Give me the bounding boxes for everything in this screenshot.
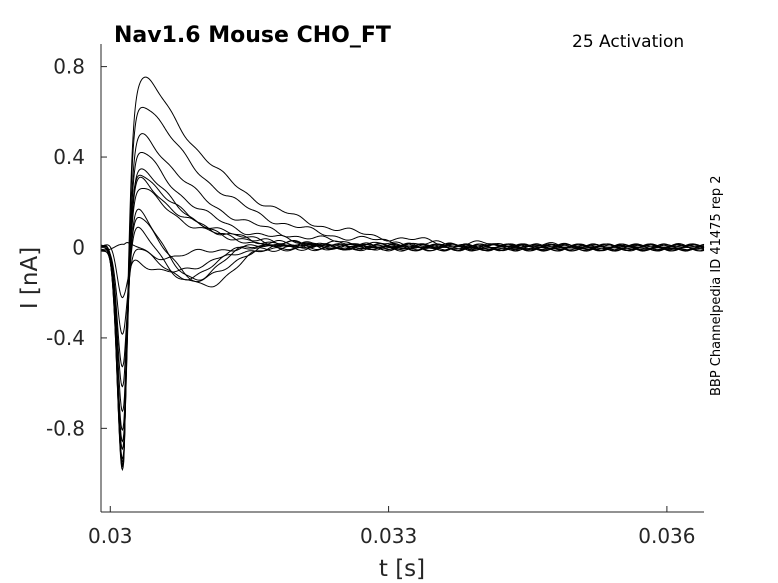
current-trace (100, 106, 705, 469)
y-tick-label: 0 (72, 235, 85, 259)
y-tick-label: 0.8 (53, 55, 85, 79)
current-trace (100, 76, 705, 472)
y-tick-label: -0.4 (46, 326, 85, 350)
x-tick-label: 0.033 (360, 524, 417, 548)
traces-group (100, 76, 705, 472)
current-trace (100, 133, 705, 464)
x-tick-label: 0.03 (88, 524, 133, 548)
current-trace (100, 168, 705, 460)
current-trace (100, 187, 705, 432)
x-ticks: 0.03 0.033 0.036 (88, 506, 696, 548)
x-tick-label: 0.036 (638, 524, 695, 548)
current-trace (100, 243, 705, 335)
current-trace (100, 208, 705, 413)
current-trace (100, 216, 705, 388)
source-label: BBP Channelpedia ID 41475 rep 2 (709, 175, 724, 396)
y-tick-label: 0.4 (53, 145, 85, 169)
current-trace (100, 176, 705, 443)
y-ticks: -0.8 -0.4 0 0.4 0.8 (46, 55, 107, 440)
x-axis-label: t [s] (379, 556, 425, 582)
y-axis-label: I [nA] (17, 247, 43, 309)
current-trace (100, 174, 705, 451)
protocol-annotation: 25 Activation (572, 32, 684, 52)
y-tick-label: -0.8 (46, 416, 85, 440)
current-trace (100, 151, 705, 466)
chart-title: Nav1.6 Mouse CHO_FT (114, 23, 391, 48)
